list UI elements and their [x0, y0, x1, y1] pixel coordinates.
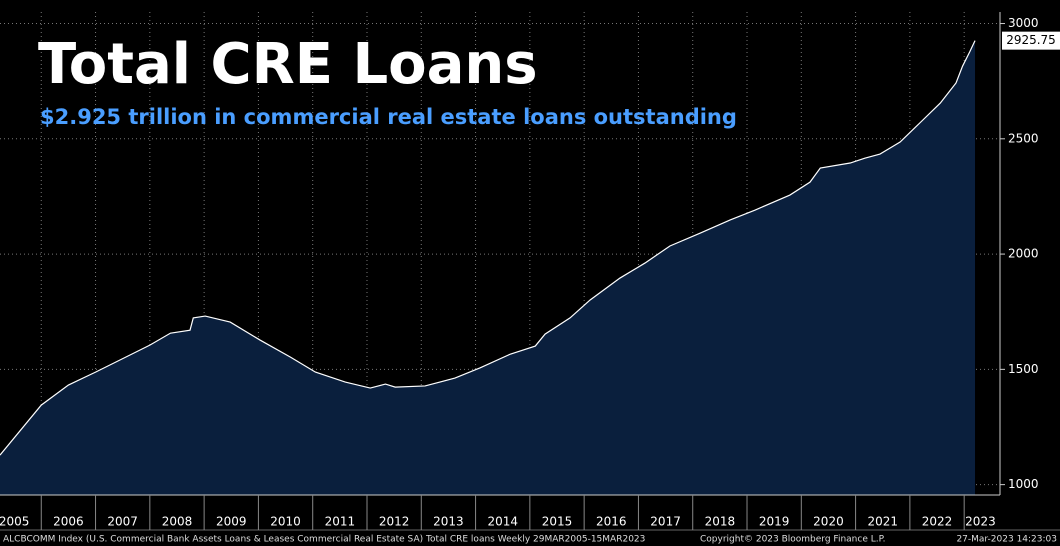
x-tick-label: 2008: [162, 515, 193, 529]
x-tick-label: 2021: [867, 515, 898, 529]
y-tick-label: 2000: [1008, 247, 1039, 261]
last-value-label: 2925.75: [1006, 33, 1056, 47]
x-tick-label: 2016: [596, 515, 627, 529]
x-tick-label: 2009: [216, 515, 247, 529]
x-tick-label: 2022: [922, 515, 953, 529]
chart-subtitle: $2.925 trillion in commercial real estat…: [40, 105, 737, 129]
x-tick-label: 2014: [487, 515, 518, 529]
plot-area: [0, 12, 1000, 496]
footer-timestamp: 27-Mar-2023 14:23:03: [956, 535, 1057, 545]
y-tick-label: 3000: [1008, 16, 1039, 30]
x-tick-label: 2010: [270, 515, 301, 529]
x-tick-label: 2020: [813, 515, 844, 529]
x-tick-label: 2012: [379, 515, 410, 529]
x-tick-label: 2017: [650, 515, 681, 529]
x-tick-label: 2013: [433, 515, 464, 529]
x-tick-label: 2007: [107, 515, 138, 529]
area-fill: [0, 40, 976, 496]
y-tick-label: 1500: [1008, 362, 1039, 376]
footer-source: ALCBCOMM Index (U.S. Commercial Bank Ass…: [3, 535, 645, 545]
chart-title: Total CRE Loans: [38, 32, 538, 97]
x-tick-label: 2015: [542, 515, 573, 529]
x-tick-label: 2019: [759, 515, 790, 529]
x-tick-label: 2005: [0, 515, 29, 529]
x-tick-label: 2006: [53, 515, 84, 529]
area-line: [0, 40, 976, 456]
y-tick-label: 2500: [1008, 131, 1039, 145]
y-tick-label: 1000: [1008, 477, 1039, 491]
x-tick-label: 2023: [965, 515, 996, 529]
x-tick-label: 2018: [705, 515, 736, 529]
x-tick-label: 2011: [325, 515, 356, 529]
last-value-box: [1002, 31, 1060, 50]
footer-copyright: Copyright© 2023 Bloomberg Finance L.P.: [700, 535, 885, 545]
